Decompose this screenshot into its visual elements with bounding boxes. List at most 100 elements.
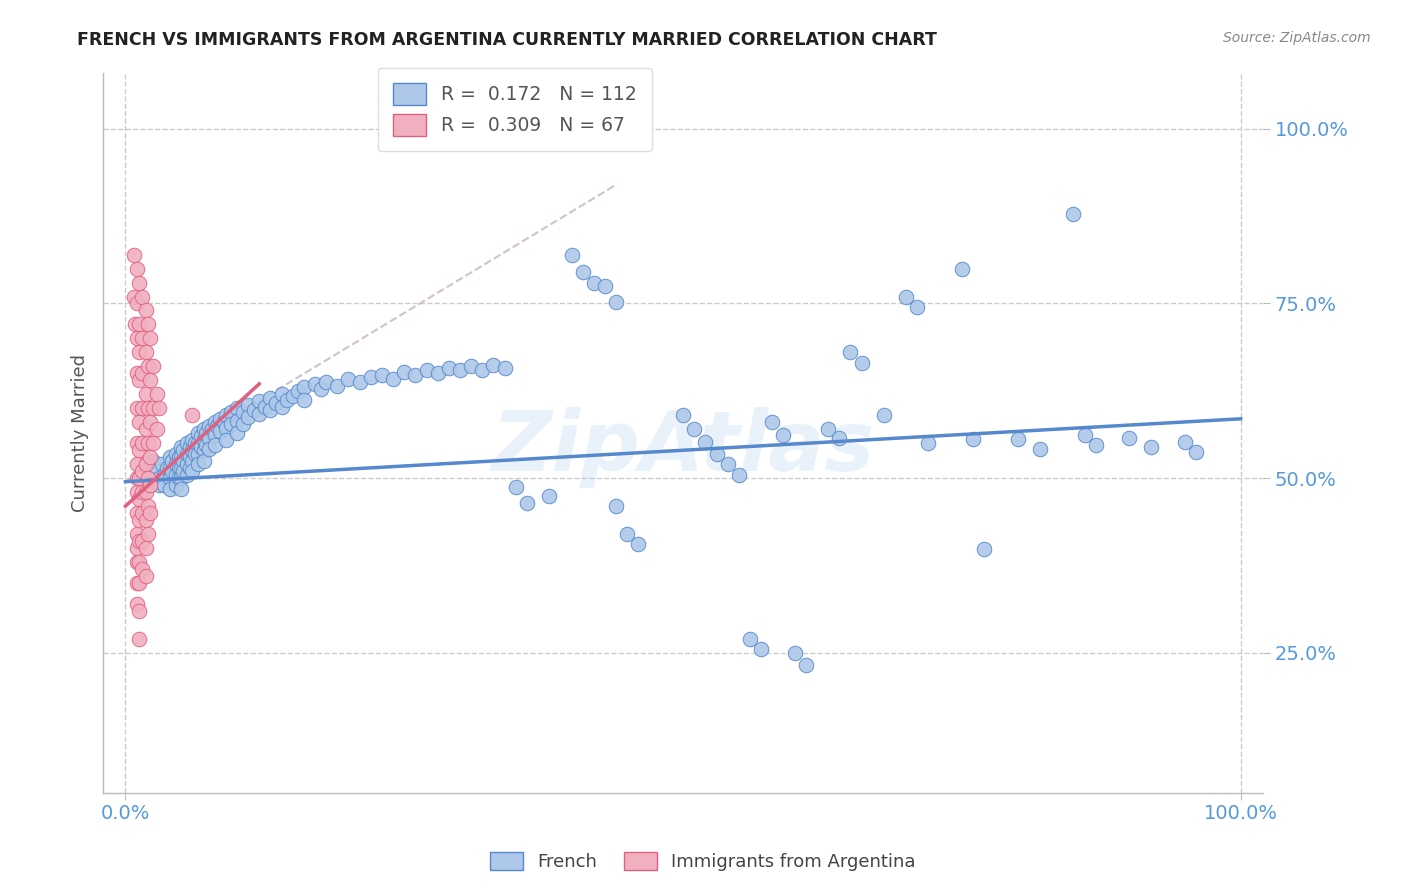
- Point: [145, 387, 167, 401]
- Point: [124, 318, 146, 332]
- Point: [125, 436, 148, 450]
- Point: [571, 265, 593, 279]
- Point: [125, 401, 148, 416]
- Point: [136, 359, 159, 374]
- Point: [783, 646, 806, 660]
- Point: [162, 454, 184, 468]
- Point: [683, 422, 706, 436]
- Point: [162, 464, 184, 478]
- Point: [142, 359, 165, 374]
- Point: [170, 471, 193, 485]
- Point: [349, 375, 371, 389]
- Point: [124, 289, 146, 303]
- Point: [695, 434, 717, 449]
- Y-axis label: Currently Married: Currently Married: [72, 354, 89, 512]
- Point: [131, 534, 153, 549]
- Point: [145, 464, 167, 478]
- Point: [415, 363, 437, 377]
- Point: [215, 409, 238, 423]
- Point: [125, 367, 148, 381]
- Point: [482, 358, 505, 372]
- Point: [131, 367, 153, 381]
- Point: [153, 467, 176, 482]
- Point: [134, 541, 156, 555]
- Point: [221, 405, 243, 419]
- Point: [125, 457, 148, 471]
- Point: [204, 437, 226, 451]
- Point: [134, 485, 156, 500]
- Point: [128, 604, 150, 618]
- Point: [179, 460, 201, 475]
- Point: [905, 300, 928, 314]
- Point: [193, 422, 215, 436]
- Point: [894, 289, 917, 303]
- Point: [165, 467, 187, 482]
- Point: [706, 447, 728, 461]
- Point: [605, 295, 627, 310]
- Point: [128, 513, 150, 527]
- Point: [183, 436, 205, 450]
- Point: [516, 496, 538, 510]
- Point: [131, 331, 153, 345]
- Point: [1029, 442, 1052, 456]
- Point: [142, 401, 165, 416]
- Point: [125, 261, 148, 276]
- Point: [136, 471, 159, 485]
- Point: [973, 542, 995, 557]
- Point: [131, 562, 153, 576]
- Point: [226, 414, 249, 428]
- Point: [190, 440, 212, 454]
- Point: [437, 360, 460, 375]
- Point: [264, 395, 287, 409]
- Point: [582, 276, 605, 290]
- Point: [165, 447, 187, 461]
- Point: [134, 303, 156, 318]
- Point: [1073, 428, 1095, 442]
- Point: [817, 422, 839, 436]
- Point: [360, 370, 382, 384]
- Point: [1007, 432, 1029, 446]
- Point: [156, 460, 179, 475]
- Point: [136, 401, 159, 416]
- Point: [124, 247, 146, 261]
- Point: [134, 422, 156, 436]
- Point: [226, 425, 249, 440]
- Point: [167, 450, 190, 465]
- Point: [134, 387, 156, 401]
- Point: [179, 450, 201, 465]
- Point: [460, 359, 482, 374]
- Point: [242, 402, 264, 417]
- Point: [179, 440, 201, 454]
- Point: [382, 372, 405, 386]
- Point: [142, 454, 165, 468]
- Point: [148, 471, 170, 485]
- Point: [153, 478, 176, 492]
- Point: [394, 365, 416, 379]
- Point: [176, 467, 198, 482]
- Point: [170, 440, 193, 454]
- Point: [209, 424, 232, 438]
- Point: [593, 279, 616, 293]
- Point: [167, 460, 190, 475]
- Point: [183, 447, 205, 461]
- Point: [950, 261, 973, 276]
- Point: [1084, 437, 1107, 451]
- Point: [226, 401, 249, 416]
- Point: [165, 478, 187, 492]
- Point: [276, 392, 298, 407]
- Point: [128, 534, 150, 549]
- Point: [270, 400, 292, 414]
- Point: [136, 499, 159, 513]
- Point: [193, 433, 215, 447]
- Point: [125, 555, 148, 569]
- Point: [247, 394, 270, 409]
- Point: [187, 436, 209, 450]
- Point: [170, 482, 193, 496]
- Point: [181, 433, 204, 447]
- Point: [236, 409, 259, 424]
- Point: [962, 432, 984, 446]
- Point: [131, 464, 153, 478]
- Legend: R =  0.172   N = 112, R =  0.309   N = 67: R = 0.172 N = 112, R = 0.309 N = 67: [378, 68, 652, 151]
- Point: [159, 450, 181, 465]
- Point: [371, 368, 394, 382]
